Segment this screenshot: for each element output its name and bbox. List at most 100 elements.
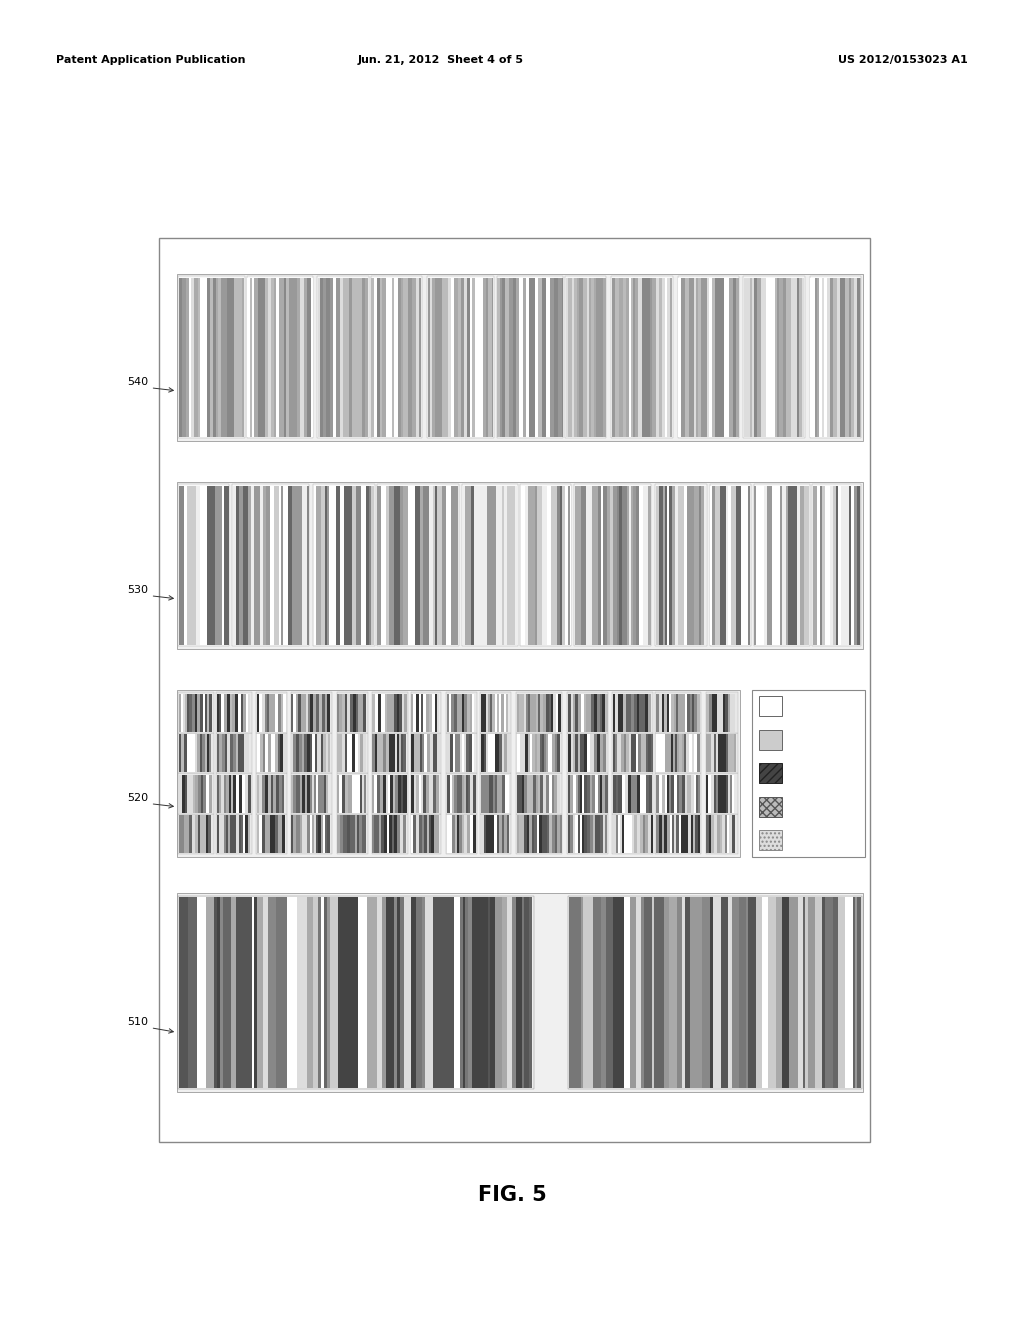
Bar [579, 277, 583, 437]
Bar [412, 816, 414, 853]
Bar [647, 277, 650, 437]
Bar [455, 734, 457, 772]
Bar [248, 486, 252, 645]
Bar [307, 898, 313, 1088]
Bar [696, 694, 699, 731]
Bar [291, 733, 332, 774]
Bar [725, 486, 727, 645]
Bar [590, 734, 592, 772]
Bar [307, 277, 311, 437]
Bar [211, 277, 213, 437]
Bar [777, 277, 779, 437]
Bar [786, 277, 791, 437]
Bar [766, 277, 770, 437]
Bar [379, 694, 381, 731]
Bar [203, 694, 205, 731]
Bar [674, 816, 676, 853]
Bar [667, 277, 670, 437]
Bar [457, 775, 459, 813]
Bar [266, 486, 270, 645]
Bar [629, 734, 631, 772]
Bar [291, 814, 332, 854]
Bar [590, 898, 593, 1088]
Bar [395, 775, 398, 813]
Bar [480, 692, 511, 733]
Bar [298, 486, 302, 645]
Bar [665, 694, 668, 731]
Bar [391, 694, 394, 731]
Bar [352, 486, 356, 645]
Bar [718, 734, 721, 772]
Bar [210, 734, 212, 772]
Bar [676, 694, 678, 731]
Bar [217, 816, 219, 853]
Bar [191, 734, 195, 772]
Bar [436, 816, 439, 853]
Bar [433, 898, 436, 1088]
Bar [631, 734, 633, 772]
Bar [516, 692, 562, 733]
Bar [295, 277, 297, 437]
Bar [822, 486, 825, 645]
Bar [307, 816, 310, 853]
Bar [389, 734, 392, 772]
Bar [403, 734, 406, 772]
Bar [342, 734, 344, 772]
Bar [284, 277, 287, 437]
Bar [670, 277, 673, 437]
Bar [694, 734, 697, 772]
Bar [274, 694, 278, 731]
Bar [629, 816, 633, 853]
Bar [485, 734, 488, 772]
Bar [729, 816, 732, 853]
Bar [676, 486, 678, 645]
Bar [567, 775, 569, 813]
Bar [292, 694, 294, 731]
Bar [717, 277, 721, 437]
Bar [438, 277, 442, 437]
Bar [583, 898, 590, 1088]
Bar [367, 898, 377, 1088]
Bar [502, 734, 504, 772]
Bar [307, 486, 309, 645]
Bar [731, 486, 735, 645]
Bar [550, 734, 552, 772]
Bar [521, 694, 524, 731]
Bar [473, 486, 477, 645]
Bar [712, 775, 714, 813]
Bar [524, 734, 528, 772]
Bar [214, 898, 217, 1088]
Bar [486, 277, 488, 437]
Bar [723, 694, 725, 731]
Bar [617, 694, 620, 731]
Bar [539, 816, 542, 853]
Bar [855, 898, 857, 1088]
Bar [597, 734, 600, 772]
Bar [521, 734, 524, 772]
Bar [201, 277, 205, 437]
Bar [254, 486, 260, 645]
Bar [446, 816, 449, 853]
Bar [597, 694, 599, 731]
Bar [502, 775, 505, 813]
Bar [526, 816, 529, 853]
Bar [567, 692, 608, 733]
Bar [188, 898, 197, 1088]
Bar [655, 486, 659, 645]
Bar [178, 814, 214, 854]
Bar [513, 277, 516, 437]
Bar [549, 775, 552, 813]
Bar [840, 277, 842, 437]
Bar [178, 277, 182, 437]
Bar [226, 816, 228, 853]
Bar [394, 277, 398, 437]
Bar [528, 734, 530, 772]
Bar [292, 734, 294, 772]
Bar [191, 277, 195, 437]
Bar [685, 898, 690, 1088]
Bar [257, 898, 263, 1088]
Bar [393, 486, 397, 645]
Bar [181, 734, 184, 772]
Bar [236, 775, 240, 813]
Bar [710, 734, 712, 772]
